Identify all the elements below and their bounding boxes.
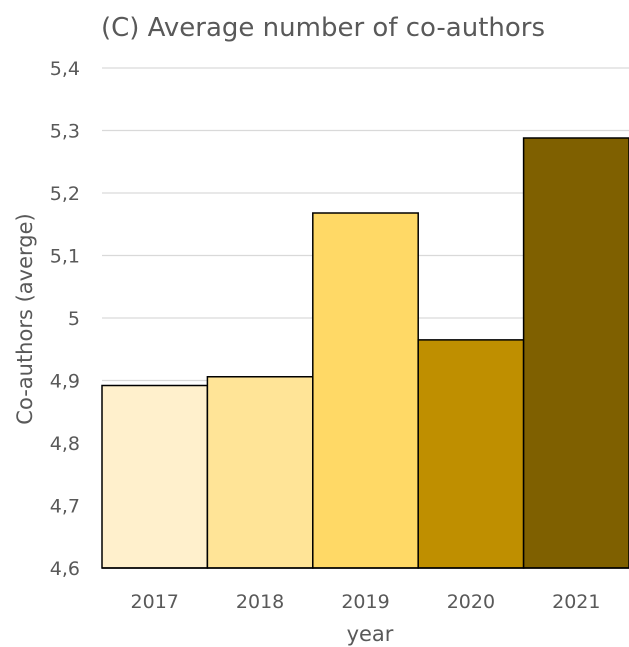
y-tick-label: 5,4 [50, 58, 80, 80]
y-tick-label: 5,1 [50, 246, 80, 268]
y-tick-label: 4,9 [50, 371, 80, 393]
bars [101, 137, 629, 569]
bar-2021 [522, 137, 629, 569]
y-axis-ticks: 4,6 4,7 4,8 4,9 5 5,1 5,2 5,3 5,4 [50, 58, 80, 580]
x-tick-label: 2020 [447, 591, 495, 613]
y-tick-label: 5,2 [50, 183, 80, 205]
bar-2019 [312, 212, 419, 569]
x-tick-label: 2021 [552, 591, 600, 613]
y-tick-label: 4,7 [50, 496, 80, 518]
y-tick-label: 4,6 [50, 558, 80, 580]
x-tick-label: 2019 [341, 591, 389, 613]
y-axis-title: Co-authors (averge) [13, 213, 37, 424]
chart-title: (C) Average number of co-authors [101, 13, 545, 43]
x-axis-title: year [347, 622, 394, 646]
bar-2017 [101, 384, 209, 569]
y-tick-label: 5 [68, 308, 80, 330]
y-tick-label: 4,8 [50, 433, 80, 455]
x-tick-label: 2018 [236, 591, 284, 613]
x-tick-label: 2017 [131, 591, 179, 613]
y-tick-label: 5,3 [50, 121, 80, 143]
bar-2018 [206, 376, 314, 569]
x-axis-ticks: 2017 2018 2019 2020 2021 [131, 591, 601, 613]
bar-2020 [417, 339, 525, 569]
